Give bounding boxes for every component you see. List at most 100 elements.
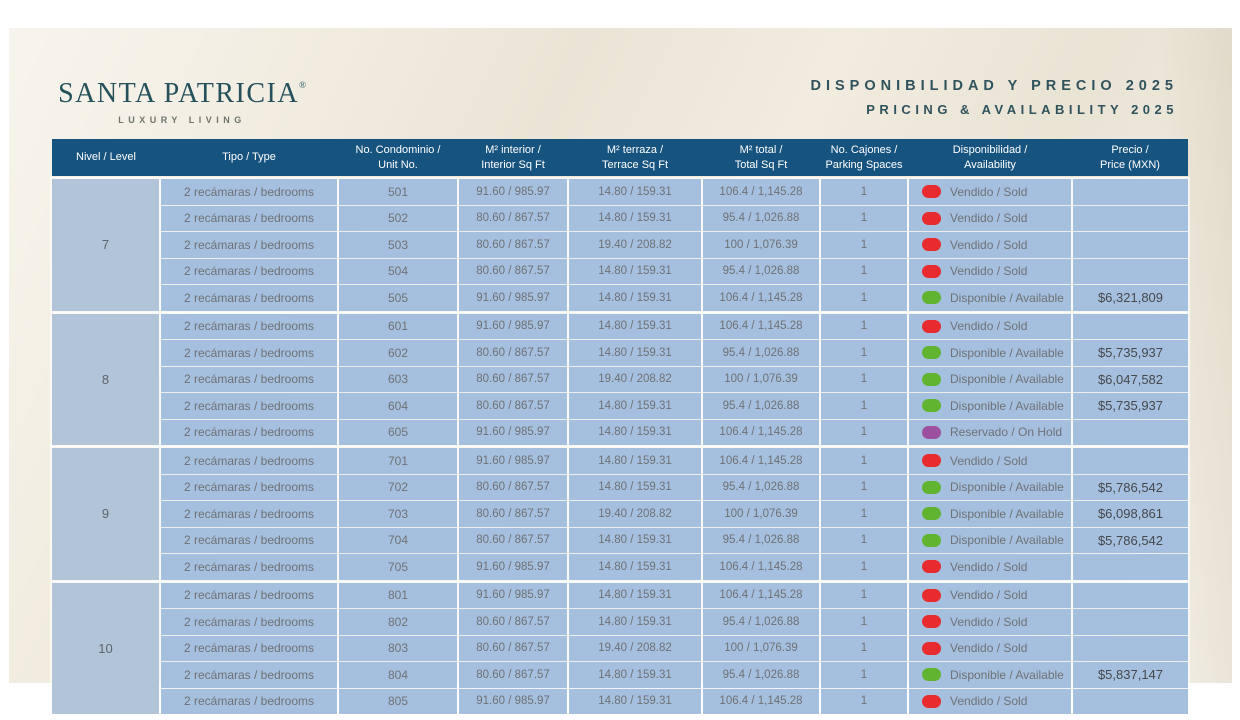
status-label: Disponible / Available bbox=[950, 533, 1064, 548]
interior-sqft-cell: 91.60 / 985.97 bbox=[457, 179, 568, 205]
status-indicator-icon bbox=[922, 425, 941, 439]
col-header-line2: Terrace Sq Ft bbox=[601, 158, 669, 171]
price-cell bbox=[1071, 179, 1188, 205]
terrace-sqft-cell: 19.40 / 208.82 bbox=[567, 365, 702, 393]
terrace-sqft-cell: 19.40 / 208.82 bbox=[567, 500, 702, 527]
terrace-sqft-cell: 14.80 / 159.31 bbox=[567, 204, 702, 232]
type-cell: 2 recámaras / bedrooms bbox=[159, 448, 338, 474]
unit-cell: 603 bbox=[337, 365, 458, 393]
status-label: Disponible / Available bbox=[950, 398, 1064, 413]
interior-sqft-cell: 80.60 / 867.57 bbox=[457, 231, 568, 258]
terrace-sqft-cell: 14.80 / 159.31 bbox=[567, 339, 702, 366]
price-cell bbox=[1071, 687, 1188, 714]
terrace-sqft-cell: 14.80 / 159.31 bbox=[567, 313, 702, 340]
unit-row-603: 2 recámaras / bedrooms 603 80.60 / 867.57 1… bbox=[52, 365, 1188, 393]
page-title: DISPONIBILIDAD Y PRECIO 2025 PRICING & A… bbox=[810, 78, 1178, 117]
level-cell: 9 bbox=[52, 448, 160, 580]
total-sqft-cell: 100 / 1,076.39 bbox=[701, 231, 820, 258]
unit-cell: 504 bbox=[337, 257, 458, 285]
type-cell: 2 recámaras / bedrooms bbox=[159, 257, 338, 285]
col-header-level: Nivel / Level bbox=[52, 139, 160, 176]
parking-cell: 1 bbox=[819, 231, 908, 258]
type-cell: 2 recámaras / bedrooms bbox=[159, 284, 338, 311]
type-cell: 2 recámaras / bedrooms bbox=[159, 231, 338, 258]
col-header-line2: Interior Sq Ft bbox=[481, 158, 545, 171]
price-cell bbox=[1071, 204, 1188, 232]
terrace-sqft-cell: 14.80 / 159.31 bbox=[567, 473, 702, 501]
status-indicator-icon bbox=[922, 668, 941, 682]
price-cell bbox=[1071, 582, 1188, 609]
col-header-total: M² total / Total Sq Ft bbox=[702, 139, 820, 176]
col-header-price: Precio / Price (MXN) bbox=[1072, 139, 1188, 176]
status-indicator-icon bbox=[922, 372, 941, 386]
col-header-line2: Availability bbox=[964, 158, 1016, 171]
parking-cell: 1 bbox=[819, 257, 908, 285]
availability-cell: Disponible / Available bbox=[907, 473, 1072, 501]
type-cell: 2 recámaras / bedrooms bbox=[159, 392, 338, 419]
unit-cell: 801 bbox=[337, 582, 458, 609]
interior-sqft-cell: 80.60 / 867.57 bbox=[457, 661, 568, 688]
price-cell: $5,735,937 bbox=[1071, 392, 1188, 419]
unit-row-503: 2 recámaras / bedrooms 503 80.60 / 867.57 1… bbox=[52, 231, 1188, 258]
col-header-line2: Price (MXN) bbox=[1100, 158, 1160, 171]
status-label: Disponible / Available bbox=[950, 345, 1064, 360]
status-label: Vendido / Sold bbox=[950, 641, 1028, 656]
total-sqft-cell: 106.4 / 1,145.28 bbox=[701, 553, 820, 580]
col-header-line2: Parking Spaces bbox=[825, 158, 903, 171]
unit-row-702: 2 recámaras / bedrooms 702 80.60 / 867.57 1… bbox=[52, 473, 1188, 501]
col-header-interior: M² interior / Interior Sq Ft bbox=[458, 139, 568, 176]
type-cell: 2 recámaras / bedrooms bbox=[159, 687, 338, 714]
total-sqft-cell: 95.4 / 1,026.88 bbox=[701, 661, 820, 688]
unit-cell: 601 bbox=[337, 313, 458, 340]
terrace-sqft-cell: 14.80 / 159.31 bbox=[567, 582, 702, 609]
price-cell: $6,047,582 bbox=[1071, 365, 1188, 393]
parking-cell: 1 bbox=[819, 313, 908, 340]
type-cell: 2 recámaras / bedrooms bbox=[159, 500, 338, 527]
col-header-line2: Total Sq Ft bbox=[734, 158, 788, 171]
interior-sqft-cell: 80.60 / 867.57 bbox=[457, 634, 568, 662]
parking-cell: 1 bbox=[819, 582, 908, 609]
terrace-sqft-cell: 14.80 / 159.31 bbox=[567, 608, 702, 635]
type-cell: 2 recámaras / bedrooms bbox=[159, 473, 338, 501]
status-indicator-icon bbox=[922, 588, 941, 602]
col-header-line2: Unit No. bbox=[378, 158, 418, 171]
unit-row-502: 2 recámaras / bedrooms 502 80.60 / 867.57 1… bbox=[52, 204, 1188, 232]
type-cell: 2 recámaras / bedrooms bbox=[159, 204, 338, 232]
price-cell bbox=[1071, 231, 1188, 258]
col-header-type: Tipo / Type bbox=[160, 139, 338, 176]
total-sqft-cell: 106.4 / 1,145.28 bbox=[701, 179, 820, 205]
price-cell bbox=[1071, 634, 1188, 662]
unit-row-505: 2 recámaras / bedrooms 505 91.60 / 985.97 1… bbox=[52, 284, 1188, 311]
total-sqft-cell: 100 / 1,076.39 bbox=[701, 365, 820, 393]
type-cell: 2 recámaras / bedrooms bbox=[159, 608, 338, 635]
registered-mark: ® bbox=[299, 80, 306, 90]
status-indicator-icon bbox=[922, 185, 941, 199]
level-group-10: 10 2 recámaras / bedrooms 801 91.60 / 985.9… bbox=[52, 582, 1188, 714]
interior-sqft-cell: 80.60 / 867.57 bbox=[457, 526, 568, 554]
unit-cell: 605 bbox=[337, 418, 458, 445]
unit-row-605: 2 recámaras / bedrooms 605 91.60 / 985.97 1… bbox=[52, 418, 1188, 445]
status-indicator-icon bbox=[922, 454, 941, 468]
parking-cell: 1 bbox=[819, 526, 908, 554]
availability-cell: Vendido / Sold bbox=[907, 608, 1072, 635]
unit-row-802: 2 recámaras / bedrooms 802 80.60 / 867.57 1… bbox=[52, 608, 1188, 635]
interior-sqft-cell: 80.60 / 867.57 bbox=[457, 365, 568, 393]
availability-cell: Disponible / Available bbox=[907, 339, 1072, 366]
unit-cell: 703 bbox=[337, 500, 458, 527]
status-indicator-icon bbox=[922, 694, 941, 708]
availability-cell: Disponible / Available bbox=[907, 661, 1072, 688]
brand-logo: SANTA PATRICIA® LUXURY LIVING bbox=[57, 78, 307, 125]
type-cell: 2 recámaras / bedrooms bbox=[159, 339, 338, 366]
table-header-row: Nivel / Level Tipo / Type No. Condominio /… bbox=[52, 139, 1188, 176]
status-indicator-icon bbox=[922, 480, 941, 494]
availability-cell: Vendido / Sold bbox=[907, 448, 1072, 474]
interior-sqft-cell: 80.60 / 867.57 bbox=[457, 204, 568, 232]
level-cell: 7 bbox=[52, 179, 160, 311]
interior-sqft-cell: 91.60 / 985.97 bbox=[457, 687, 568, 714]
interior-sqft-cell: 80.60 / 867.57 bbox=[457, 339, 568, 366]
total-sqft-cell: 106.4 / 1,145.28 bbox=[701, 448, 820, 474]
